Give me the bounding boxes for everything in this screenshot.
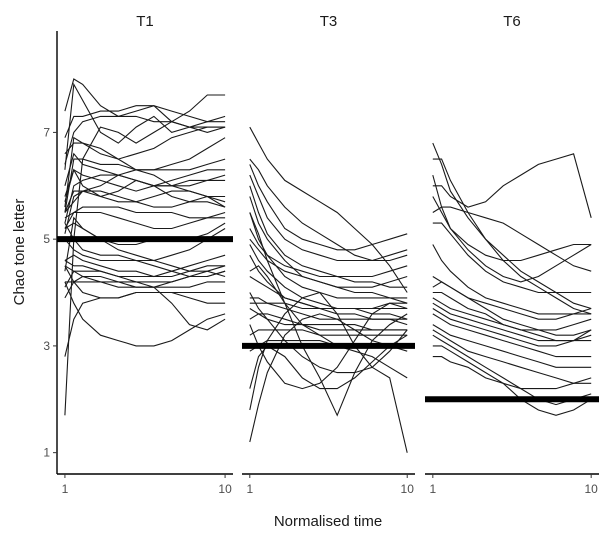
x-tick-label: 1 — [62, 482, 69, 496]
pitch-contour — [249, 158, 408, 262]
pitch-contour — [64, 222, 226, 278]
panels-layer: T1 1 3 5 7 1 10 T3 1 10 T6 1 10 — [43, 13, 599, 496]
pitch-contour — [432, 334, 592, 406]
panel-t3: T3 1 10 — [242, 13, 415, 496]
pitch-contour — [432, 276, 592, 320]
pitch-contour — [64, 265, 226, 331]
panel-title: T6 — [503, 13, 521, 30]
pitch-contour — [432, 153, 592, 218]
pitch-contour — [64, 281, 226, 299]
x-tick-label: 1 — [246, 482, 253, 496]
pitch-contour — [249, 297, 408, 310]
y-tick-label: 1 — [43, 446, 50, 460]
pitch-contour — [249, 212, 408, 417]
pitch-contour — [64, 94, 226, 416]
pitch-contour — [432, 313, 592, 358]
pitch-contour — [249, 334, 408, 390]
pitch-contour — [249, 185, 408, 278]
y-tick-label: 5 — [43, 232, 50, 246]
pitch-contour — [432, 324, 592, 368]
x-axis-title: Normalised time — [274, 513, 382, 530]
panel-t1: T1 1 3 5 7 1 10 — [43, 13, 233, 496]
pitch-contour — [64, 222, 226, 262]
pitch-contour — [432, 206, 592, 272]
pitch-contour — [64, 206, 226, 229]
pitch-contour — [432, 308, 592, 347]
pitch-contour — [64, 105, 226, 165]
pitch-contour — [432, 222, 592, 294]
pitch-contour — [432, 302, 592, 342]
pitch-contour — [432, 297, 592, 331]
panel-title: T1 — [136, 13, 154, 30]
pitch-contour — [64, 238, 226, 278]
pitch-contour — [249, 164, 408, 251]
pitch-contour — [64, 168, 226, 202]
pitch-contour — [249, 126, 408, 293]
panel-t6: T6 1 10 — [425, 13, 599, 496]
pitch-contour — [249, 313, 408, 443]
x-tick-label: 10 — [218, 482, 232, 496]
pitch-contour — [249, 302, 408, 390]
x-tick-label: 10 — [584, 482, 598, 496]
pitch-contour — [64, 254, 226, 278]
pitch-contour — [64, 190, 226, 234]
pitch-contour — [249, 308, 408, 331]
pitch-contour — [64, 126, 226, 208]
pitch-contour — [249, 174, 408, 262]
pitch-contour — [64, 211, 226, 230]
pitch-contour — [64, 137, 226, 171]
pitch-contour — [64, 260, 226, 278]
pitch-contour — [64, 78, 226, 128]
pitch-contour — [64, 291, 226, 357]
pitch-contour — [249, 265, 408, 379]
panel-title: T3 — [320, 13, 338, 30]
pitch-contour — [249, 302, 408, 320]
pitch-contour — [64, 281, 226, 347]
y-axis-title: Chao tone letter — [11, 199, 28, 306]
pitch-contour — [432, 196, 592, 262]
x-tick-label: 10 — [401, 482, 415, 496]
pitch-contour — [432, 142, 592, 310]
pitch-contour — [64, 82, 226, 170]
pitch-contour — [432, 174, 592, 283]
pitch-contour — [64, 105, 226, 138]
pitch-contour — [432, 244, 592, 315]
x-tick-label: 1 — [429, 482, 436, 496]
y-tick-label: 3 — [43, 339, 50, 353]
pitch-contour — [249, 292, 408, 453]
pitch-contour — [64, 168, 226, 203]
pitch-contour — [249, 238, 408, 304]
pitch-contour — [249, 244, 408, 320]
pitch-contour — [432, 329, 592, 384]
pitch-contour — [432, 281, 592, 336]
pitch-contour — [432, 356, 592, 390]
y-tick-label: 7 — [43, 125, 50, 139]
